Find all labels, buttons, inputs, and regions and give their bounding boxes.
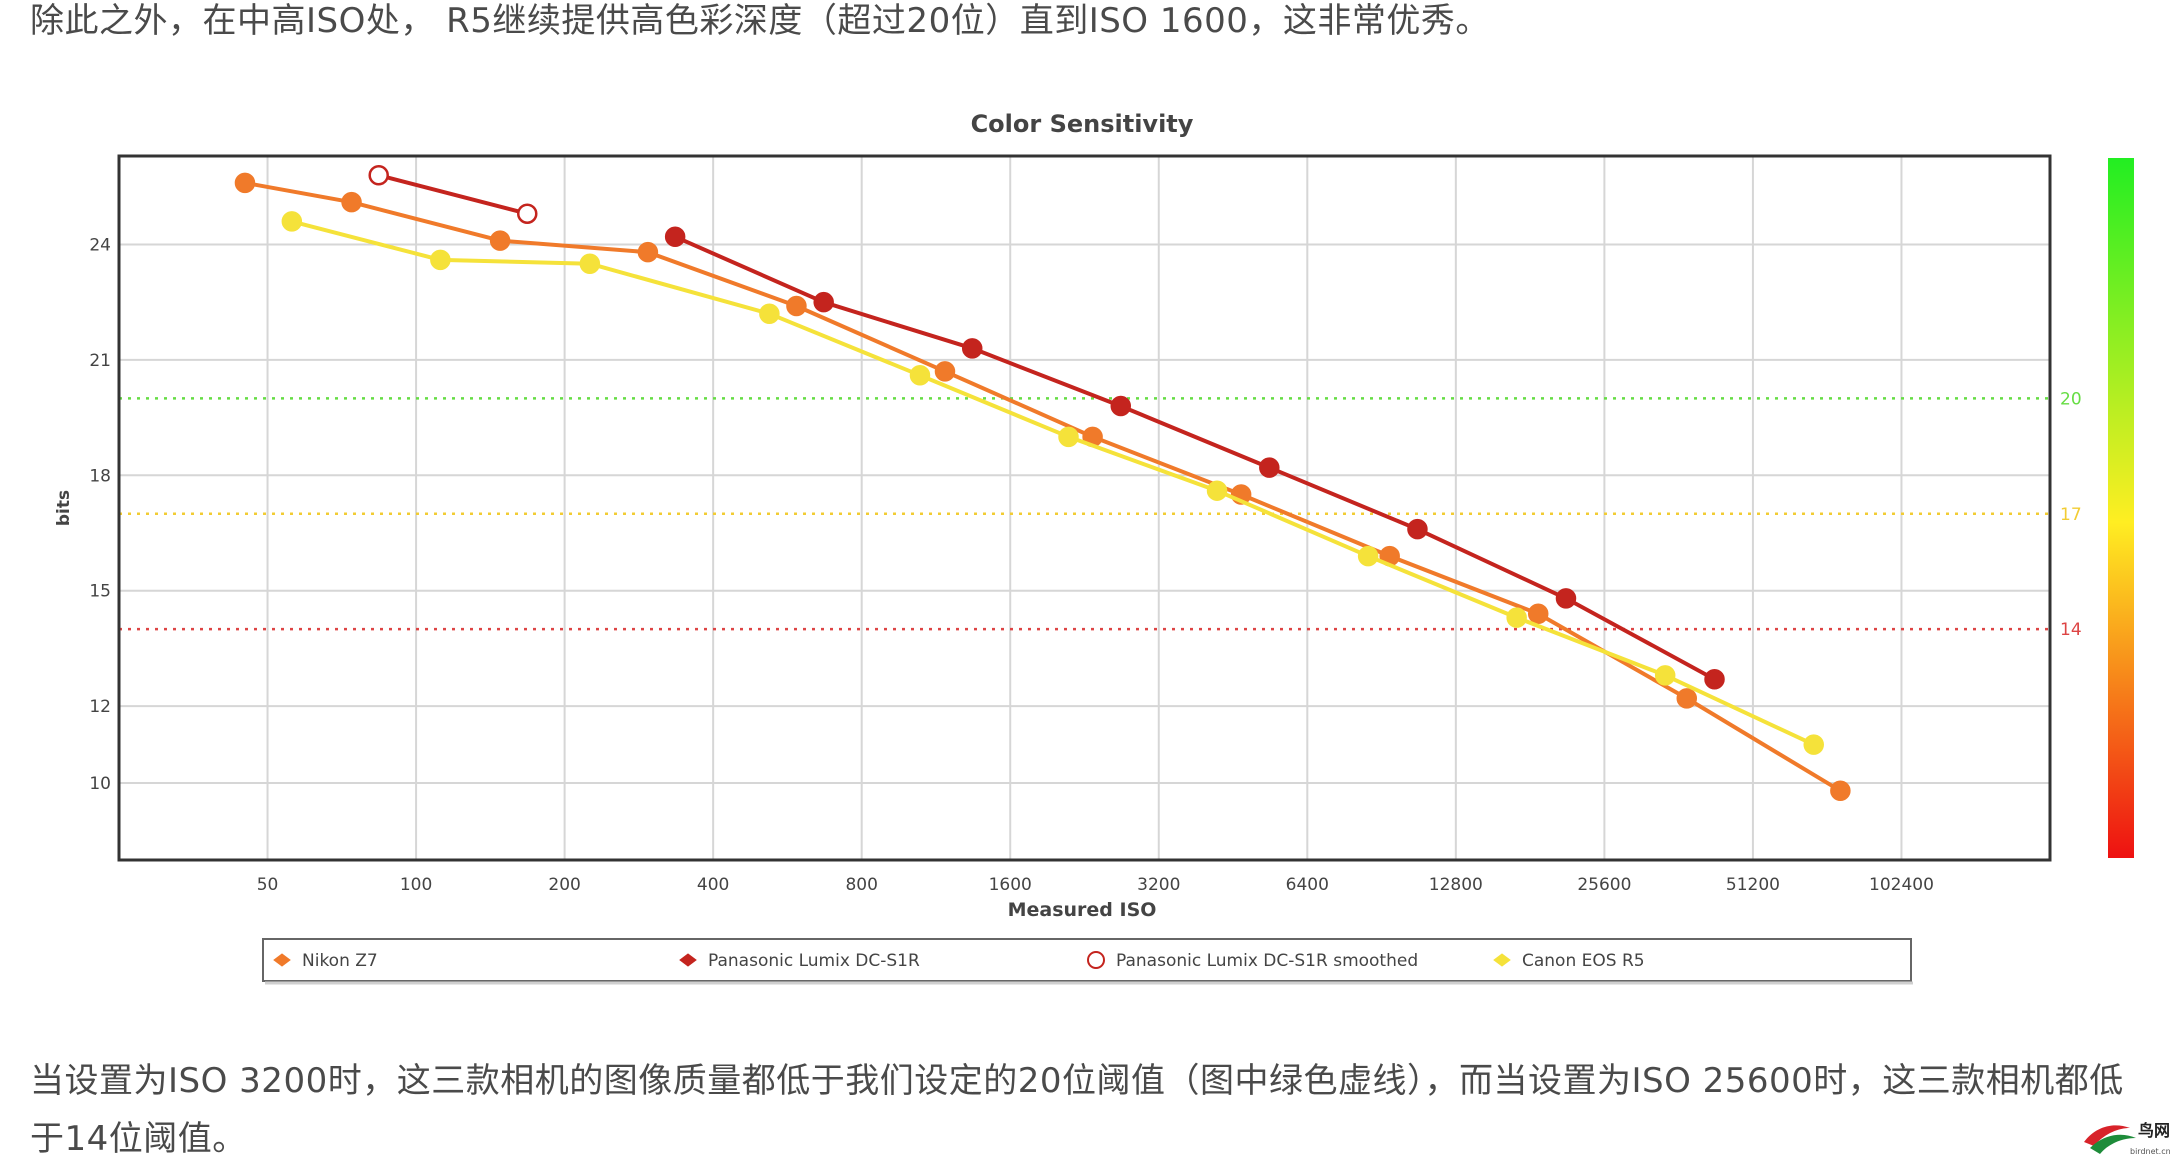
data-point[interactable] (961, 338, 983, 359)
legend-label: Nikon Z7 (302, 951, 378, 971)
plot-background (119, 156, 2050, 860)
x-tick-label: 6400 (1286, 875, 1329, 895)
legend-item-2[interactable]: Panasonic Lumix DC-S1R smoothed (1087, 951, 1418, 971)
intro-paragraph: 除此之外，在中高ISO处， R5继续提供高色彩深度（超过20位）直到ISO 16… (30, 1, 1490, 41)
y-tick-label: 21 (89, 351, 111, 371)
data-point[interactable] (281, 211, 303, 232)
y-tick-label: 10 (89, 774, 111, 794)
data-point[interactable] (1506, 607, 1527, 628)
x-tick-label: 200 (548, 875, 580, 895)
legend: Nikon Z7 Panasonic Lumix DC-S1R Panasonic … (262, 938, 1913, 985)
data-point[interactable] (934, 361, 956, 382)
legend-label: Panasonic Lumix DC-S1R smoothed (1116, 951, 1418, 971)
data-point[interactable] (368, 164, 389, 186)
legend-marker (1087, 951, 1105, 969)
legend-item-0[interactable]: Nikon Z7 (273, 951, 378, 971)
x-tick-label: 3200 (1137, 875, 1180, 895)
birdnet-logo: 鸟网 birdnet.cn (2084, 1121, 2170, 1156)
x-tick-label: 50 (257, 875, 279, 895)
x-axis-label: Measured ISO (1008, 899, 1157, 921)
x-tick-label: 102400 (1869, 875, 1934, 895)
x-tick-label: 51200 (1726, 875, 1780, 895)
x-tick-label: 400 (697, 875, 729, 895)
data-point[interactable] (1206, 480, 1228, 501)
series-line (244, 180, 1842, 793)
data-point[interactable] (1654, 665, 1676, 686)
data-point[interactable] (637, 241, 659, 263)
data-point[interactable] (1357, 545, 1379, 567)
y-tick-label: 12 (89, 697, 111, 717)
data-point[interactable] (664, 226, 686, 248)
legend-label: Panasonic Lumix DC-S1R (708, 951, 920, 971)
data-point[interactable] (1527, 603, 1549, 625)
series-3 (281, 211, 1824, 755)
y-tick-label: 24 (89, 235, 111, 255)
data-point[interactable] (759, 303, 780, 324)
y-tick-labels: 10 12 15 18 21 24 (89, 235, 111, 794)
legend-marker (679, 953, 697, 967)
data-point[interactable] (1676, 688, 1698, 709)
legend-marker (1493, 953, 1511, 967)
data-point[interactable] (1555, 588, 1577, 609)
threshold-lines: 20 17 14 (119, 389, 2082, 640)
data-point[interactable] (341, 191, 362, 213)
series-0 (234, 172, 1851, 802)
data-point[interactable] (430, 249, 451, 271)
legend-marker (273, 953, 291, 967)
logo-subtext: birdnet.cn (2130, 1147, 2170, 1156)
data-point[interactable] (1110, 395, 1132, 417)
color-scale-bar (2108, 158, 2134, 858)
threshold-label-17: 17 (2060, 505, 2082, 525)
plot-border (117, 154, 2052, 862)
x-tick-label: 100 (400, 875, 432, 895)
y-axis-label: bits (54, 490, 74, 526)
data-point[interactable] (1830, 780, 1851, 802)
data-point[interactable] (909, 365, 931, 386)
legend-item-1[interactable]: Panasonic Lumix DC-S1R (679, 951, 920, 971)
data-point[interactable] (489, 230, 511, 251)
series-line (378, 173, 528, 216)
x-tick-labels: 50 100 200 400 800 1600 3200 6400 12800 25600 5120… (257, 875, 1934, 895)
data-point[interactable] (579, 253, 601, 274)
conclusion-paragraph: 当设置为ISO 3200时，这三款相机的图像质量都低于我们设定的20位阈值（图中… (30, 1061, 2124, 1159)
data-point[interactable] (234, 172, 256, 194)
logo-text: 鸟网 (2138, 1121, 2170, 1140)
x-tick-label: 25600 (1577, 875, 1631, 895)
threshold-label-20: 20 (2060, 389, 2082, 409)
data-point[interactable] (1803, 734, 1824, 755)
x-tick-label: 12800 (1429, 875, 1483, 895)
data-point[interactable] (1259, 457, 1280, 478)
data-point[interactable] (813, 291, 834, 313)
y-tick-label: 15 (89, 582, 111, 602)
x-tick-label: 800 (845, 875, 877, 895)
legend-label: Canon EOS R5 (1522, 951, 1645, 971)
data-point[interactable] (1058, 426, 1079, 448)
color-sensitivity-chart: Color Sensitivity 20 17 14 50 100 200 400 800 1… (54, 110, 2134, 985)
chart-title: Color Sensitivity (971, 110, 1194, 138)
data-point[interactable] (517, 203, 538, 224)
series-1 (664, 226, 1725, 690)
threshold-label-14: 14 (2060, 620, 2082, 640)
x-tick-label: 1600 (989, 875, 1032, 895)
series-layer (234, 164, 1851, 802)
legend-item-3[interactable]: Canon EOS R5 (1493, 951, 1645, 971)
series-2 (368, 164, 538, 224)
y-tick-label: 18 (89, 466, 111, 486)
data-point[interactable] (1704, 668, 1725, 690)
series-line (674, 234, 1716, 681)
data-point[interactable] (1407, 518, 1428, 540)
data-point[interactable] (786, 295, 807, 317)
